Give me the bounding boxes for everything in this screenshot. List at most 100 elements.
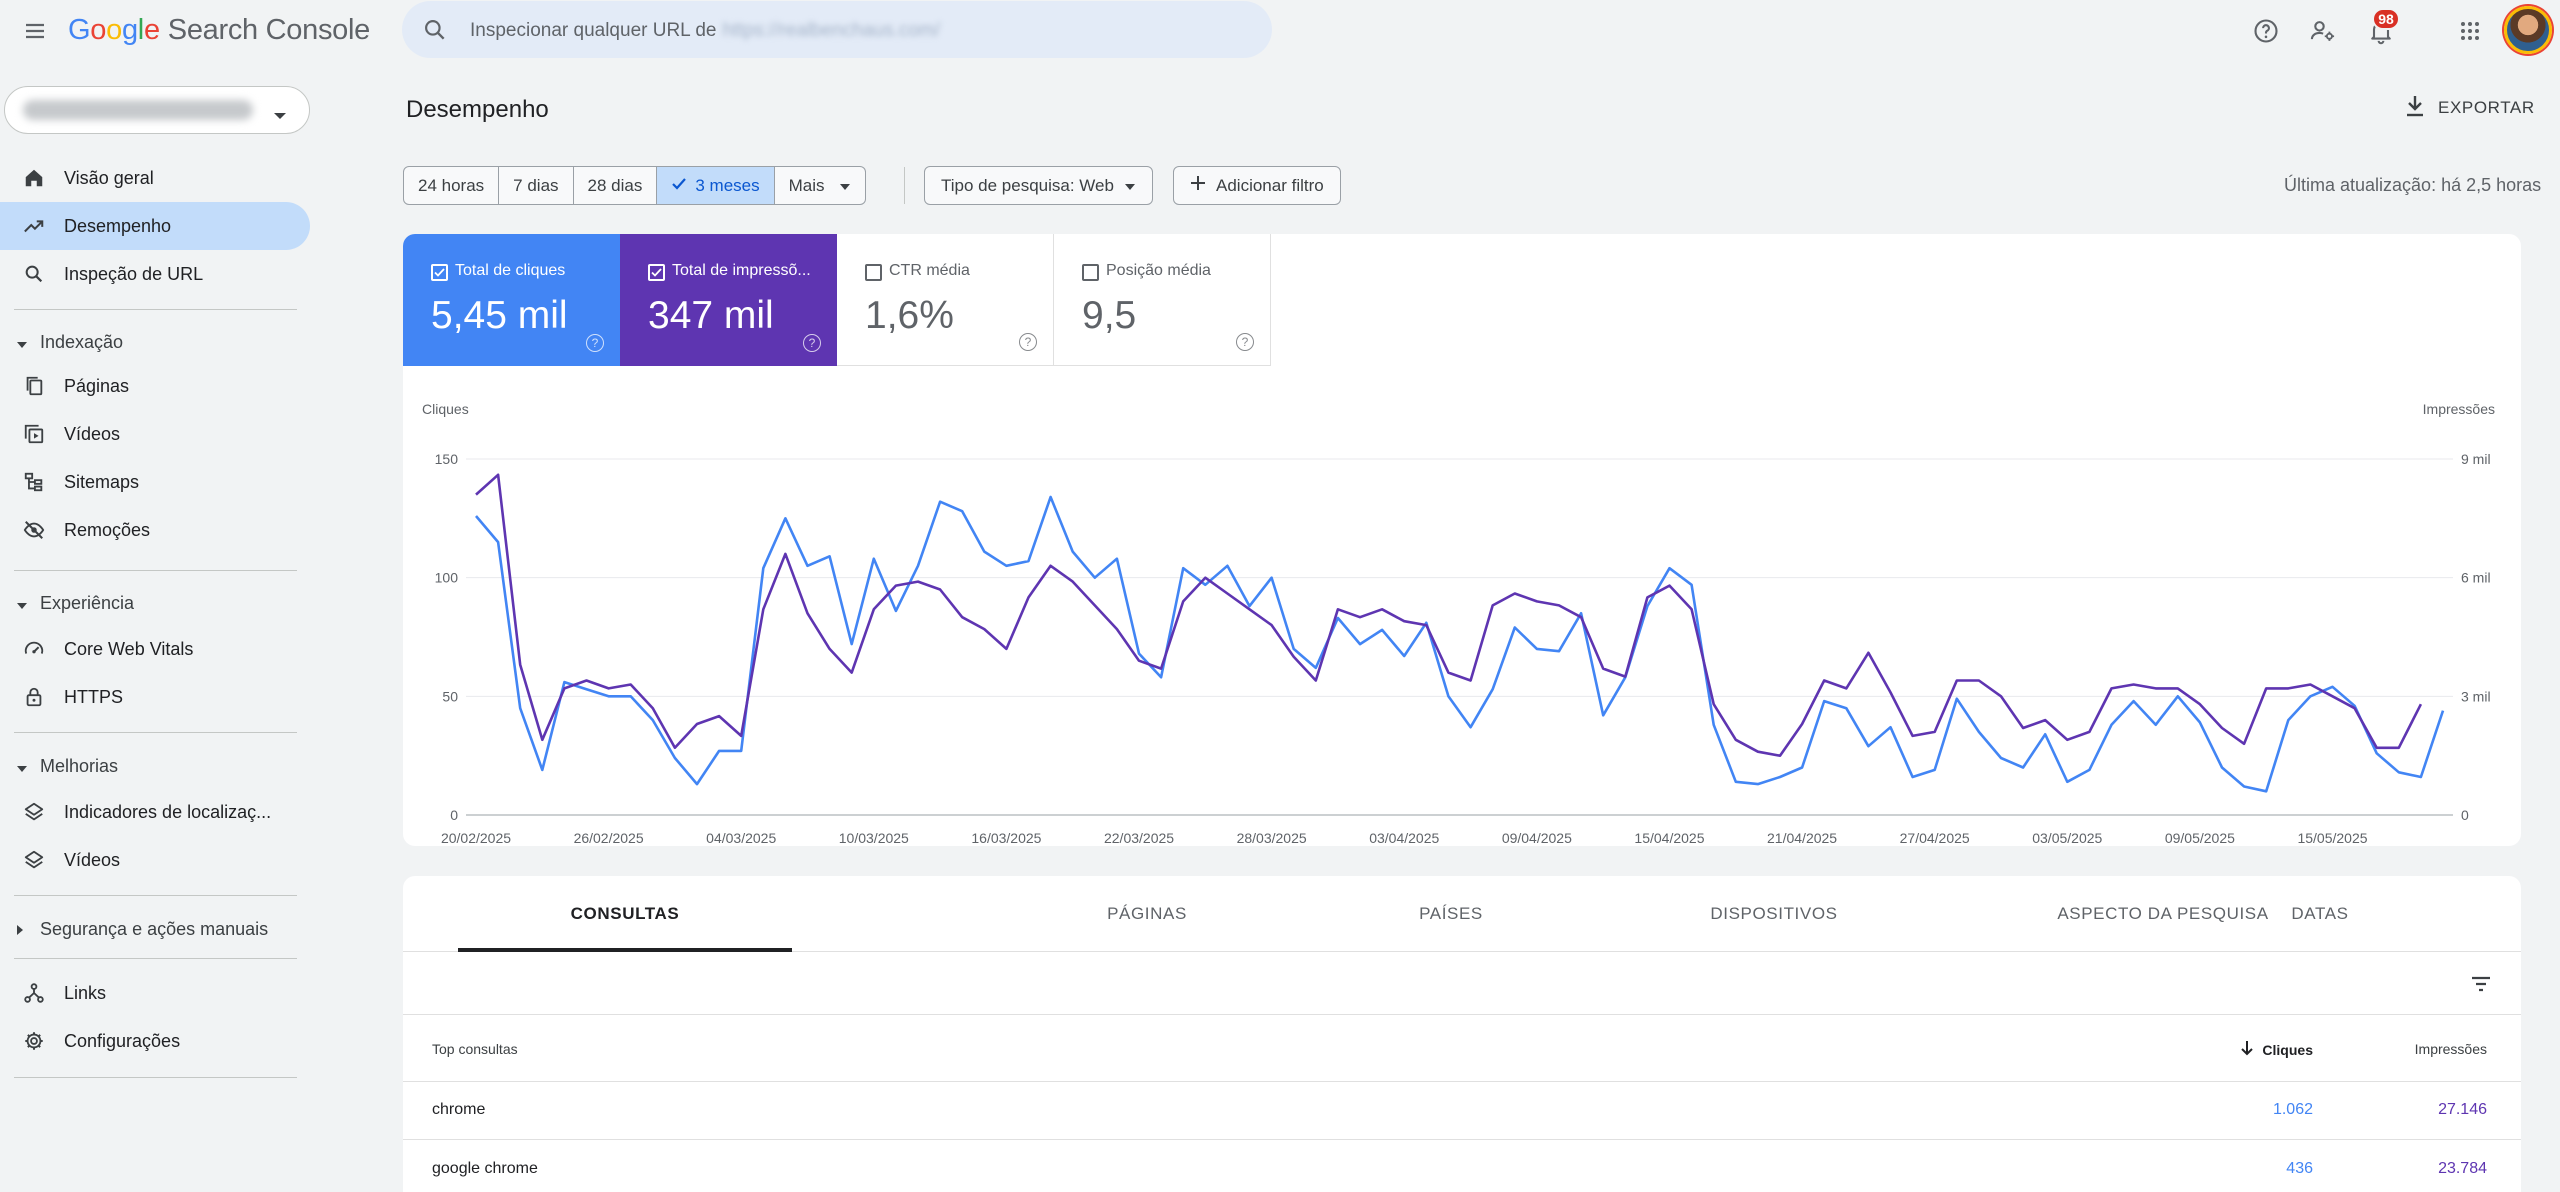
- manage-accounts-icon[interactable]: [2306, 14, 2340, 48]
- sidebar-divider: [14, 732, 297, 733]
- sidebar-item-url-inspection[interactable]: Inspeção de URL: [0, 250, 310, 298]
- x-tick-label: 09/05/2025: [2165, 830, 2235, 846]
- column-header-clicks-label: Cliques: [2262, 1041, 2313, 1058]
- caret-down-icon: [16, 760, 28, 778]
- help-icon[interactable]: ?: [586, 334, 604, 352]
- sidebar-item-core-web-vitals[interactable]: Core Web Vitals: [0, 625, 310, 673]
- help-icon[interactable]: ?: [1019, 333, 1037, 351]
- sidebar-item-overview[interactable]: Visão geral: [0, 154, 310, 202]
- sidebar-divider: [14, 1077, 297, 1078]
- table-row[interactable]: chrome 1.062 27.146: [403, 1082, 2521, 1140]
- filter-icon[interactable]: [2469, 972, 2493, 1001]
- date-range-28d[interactable]: 28 dias: [573, 166, 658, 205]
- tab-countries[interactable]: PAÍSES: [1419, 904, 1483, 923]
- date-range-24h[interactable]: 24 horas: [403, 166, 500, 205]
- table-header: Top consultas Cliques Impressões: [403, 1016, 2521, 1082]
- tab-pages[interactable]: PÁGINAS: [1107, 904, 1187, 923]
- y-axis-title: Cliques: [422, 401, 469, 417]
- caret-down-icon: [839, 176, 851, 196]
- check-icon: [671, 176, 687, 196]
- layers-icon: [22, 848, 46, 872]
- table-row[interactable]: google chrome 436 23.784: [403, 1141, 2521, 1192]
- x-tick-label: 20/02/2025: [441, 830, 511, 846]
- add-filter-button[interactable]: Adicionar filtro: [1173, 166, 1341, 205]
- search-placeholder: Inspecionar qualquer URL de https://realb…: [470, 20, 940, 42]
- sidebar-item-settings[interactable]: Configurações: [0, 1017, 310, 1065]
- clicks-series-line: [475, 495, 2445, 793]
- metric-total-clicks[interactable]: Total de cliques 5,45 mil ?: [403, 234, 620, 366]
- layers-icon: [22, 800, 46, 824]
- property-selector[interactable]: [4, 86, 310, 134]
- url-inspection-search-bar[interactable]: Inspecionar qualquer URL de https://realb…: [402, 1, 1272, 58]
- table-toolbar: [403, 953, 2521, 1015]
- menu-icon[interactable]: [18, 14, 52, 48]
- help-icon[interactable]: ?: [803, 334, 821, 352]
- checkbox-unchecked-icon[interactable]: [865, 264, 882, 281]
- help-icon[interactable]: [2249, 14, 2283, 48]
- sidebar-item-video-enhancements[interactable]: Vídeos: [0, 836, 310, 884]
- sidebar-section-enhancements[interactable]: Melhorias: [0, 748, 300, 784]
- date-range-selector: 24 horas 7 dias 28 dias 3 meses Mais: [403, 166, 866, 205]
- export-button[interactable]: EXPORTAR: [2404, 92, 2535, 124]
- y-tick-label: 150: [435, 451, 459, 467]
- date-range-more[interactable]: Mais: [774, 166, 866, 205]
- add-filter-label: Adicionar filtro: [1216, 175, 1324, 195]
- apps-grid-icon[interactable]: [2453, 14, 2487, 48]
- sidebar-divider: [14, 309, 297, 310]
- sidebar-item-performance[interactable]: Desempenho: [0, 202, 310, 250]
- performance-line-chart[interactable]: Cliques Impressões 0 0 50 3 mil 100 6 mil 150 9 m…: [403, 374, 2521, 846]
- tab-queries[interactable]: CONSULTAS: [570, 904, 680, 923]
- caret-down-icon: [16, 336, 28, 354]
- caret-down-icon: [16, 597, 28, 615]
- logo-letter: l: [137, 14, 144, 46]
- sidebar-item-label: HTTPS: [64, 687, 124, 707]
- caret-right-icon: [16, 923, 24, 941]
- tab-search-appearance[interactable]: ASPECTO DA PESQUISA: [2057, 904, 2269, 923]
- sidebar-section-security[interactable]: Segurança e ações manuais: [0, 911, 300, 947]
- sidebar-section-experience[interactable]: Experiência: [0, 585, 300, 621]
- date-range-3m[interactable]: 3 meses: [657, 166, 775, 205]
- impressions-cell: 27.146: [2438, 1101, 2487, 1118]
- help-icon[interactable]: ?: [1236, 333, 1254, 351]
- dimension-tabs: CONSULTAS PÁGINAS PAÍSES DISPOSITIVOS AS…: [403, 876, 2521, 952]
- impressions-cell: 23.784: [2438, 1160, 2487, 1177]
- query-cell: chrome: [432, 1101, 486, 1118]
- metric-value: 347 mil: [648, 294, 774, 337]
- tab-dates[interactable]: DATAS: [2291, 904, 2349, 923]
- sidebar-item-sitemaps[interactable]: Sitemaps: [0, 458, 310, 506]
- metric-average-ctr[interactable]: CTR média 1,6% ?: [837, 234, 1054, 366]
- avatar[interactable]: [2504, 6, 2552, 54]
- download-icon: [2404, 94, 2426, 123]
- x-tick-label: 15/04/2025: [1634, 830, 1704, 846]
- column-header-impressions[interactable]: Impressões: [2414, 1041, 2487, 1057]
- checkbox-unchecked-icon[interactable]: [1082, 264, 1099, 281]
- sidebar-section-indexing[interactable]: Indexação: [0, 324, 300, 360]
- sidebar-item-links[interactable]: Links: [0, 969, 310, 1017]
- impressions-series-line: [475, 473, 2423, 758]
- export-label: EXPORTAR: [2438, 98, 2535, 117]
- sidebar-item-videos[interactable]: Vídeos: [0, 410, 310, 458]
- trending-up-icon: [22, 214, 46, 238]
- google-search-console-logo[interactable]: Google Search Console: [68, 14, 370, 47]
- clicks-cell: 1.062: [2272, 1101, 2313, 1118]
- checkbox-checked-icon[interactable]: [431, 264, 448, 281]
- metric-total-impressions[interactable]: Total de impressõ... 347 mil ?: [620, 234, 837, 366]
- date-range-7d[interactable]: 7 dias: [499, 166, 574, 205]
- pages-icon: [22, 374, 46, 398]
- y-tick-label: 50: [442, 688, 458, 704]
- sidebar-item-pages[interactable]: Páginas: [0, 362, 310, 410]
- logo-letter: G: [68, 14, 91, 46]
- tab-devices[interactable]: DISPOSITIVOS: [1710, 904, 1838, 923]
- sidebar-item-https[interactable]: HTTPS: [0, 673, 310, 721]
- sidebar-item-breadcrumbs[interactable]: Indicadores de localizaç...: [0, 788, 310, 836]
- sidebar-item-removals[interactable]: Remoções: [0, 506, 310, 554]
- sidebar-item-label: Visão geral: [64, 168, 154, 188]
- checkbox-checked-icon[interactable]: [648, 264, 665, 281]
- last-update-text: Última atualização: há 2,5 horas: [2284, 175, 2542, 195]
- search-placeholder-text: Inspecionar qualquer URL de: [470, 20, 717, 41]
- column-header-clicks[interactable]: Cliques: [2240, 1040, 2313, 1059]
- logo-letter: g: [121, 14, 138, 46]
- search-type-filter[interactable]: Tipo de pesquisa: Web: [924, 166, 1153, 205]
- metric-value: 9,5: [1082, 294, 1137, 337]
- metric-average-position[interactable]: Posição média 9,5 ?: [1054, 234, 1271, 366]
